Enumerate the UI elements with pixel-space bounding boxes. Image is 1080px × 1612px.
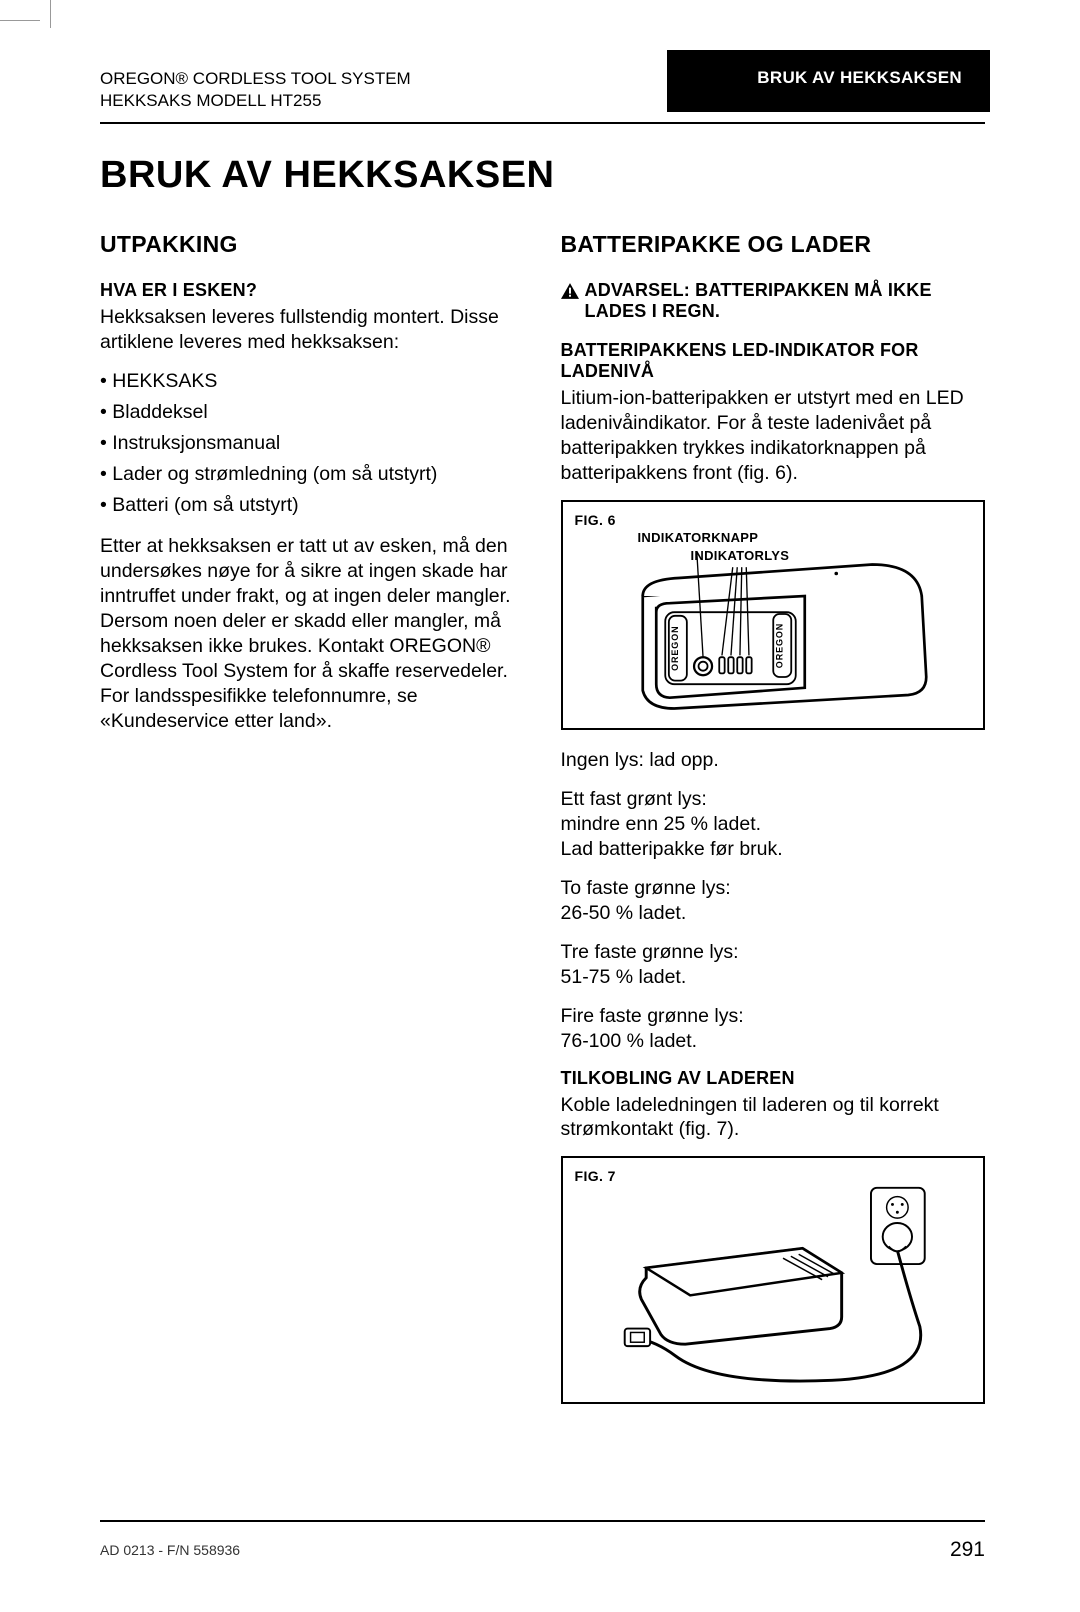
svg-text:OREGON: OREGON <box>669 625 679 670</box>
subheading-led-indicator: BATTERIPAKKENS LED-INDIKATOR FOR LADENIV… <box>561 340 986 382</box>
list-item: Batteri (om så utstyrt) <box>100 493 525 518</box>
battery-illustration: OREGON OREGON <box>573 542 974 722</box>
figure-6: FIG. 6 INDIKATORKNAPP INDIKATORLYS OREGO… <box>561 500 986 730</box>
bottom-rule <box>100 1520 985 1522</box>
status-item: Fire faste grønne lys: 76-100 % ladet. <box>561 1004 986 1054</box>
subheading-whats-in-box: HVA ER I ESKEN? <box>100 280 525 301</box>
charger-illustration <box>573 1180 974 1395</box>
status-item: Ett fast grønt lys: mindre enn 25 % lade… <box>561 787 986 862</box>
subheading-charger-connection: TILKOBLING AV LADEREN <box>561 1068 986 1089</box>
warning-icon <box>561 283 579 299</box>
section-heading-battery: BATTERIPAKKE OG LADER <box>561 231 986 258</box>
led-body-text: Litium-ion-batteripakken er utstyrt med … <box>561 386 986 486</box>
status-item: Tre faste grønne lys: 51-75 % ladet. <box>561 940 986 990</box>
charger-body-text: Koble ladeledningen til laderen og til k… <box>561 1093 986 1143</box>
column-left: UTPAKKING HVA ER I ESKEN? Hekksaksen lev… <box>100 231 525 1422</box>
top-rule <box>100 122 985 124</box>
header-product-line: OREGON® CORDLESS TOOL SYSTEM <box>100 68 667 90</box>
section-tab: BRUK AV HEKKSAKSEN <box>667 50 990 112</box>
footer-doc-id: AD 0213 - F/N 558936 <box>100 1542 240 1558</box>
box-contents-list: HEKKSAKS Bladdeksel Instruksjonsmanual L… <box>100 369 525 518</box>
list-item: Bladdeksel <box>100 400 525 425</box>
header-model-line: HEKKSAKS MODELL HT255 <box>100 90 667 112</box>
page-header: OREGON® CORDLESS TOOL SYSTEM HEKKSAKS MO… <box>100 60 985 112</box>
list-item: Lader og strømledning (om så utstyrt) <box>100 462 525 487</box>
warning-row: ADVARSEL: BATTERIPAKKEN MÅ IKKE LADES I … <box>561 280 986 322</box>
svg-text:OREGON: OREGON <box>774 623 784 668</box>
list-item: Instruksjonsmanual <box>100 431 525 456</box>
page-number: 291 <box>950 1538 985 1562</box>
figure-label: FIG. 6 <box>575 512 972 528</box>
intro-text: Hekksaksen leveres fullstendig montert. … <box>100 305 525 355</box>
page-title: BRUK AV HEKKSAKSEN <box>100 154 985 197</box>
column-right: BATTERIPAKKE OG LADER ADVARSEL: BATTERIP… <box>561 231 986 1422</box>
status-item: To faste grønne lys: 26-50 % ladet. <box>561 876 986 926</box>
list-item: HEKKSAKS <box>100 369 525 394</box>
charge-status-list: Ingen lys: lad opp. Ett fast grønt lys: … <box>561 748 986 1054</box>
status-item: Ingen lys: lad opp. <box>561 748 986 773</box>
figure-7: FIG. 7 <box>561 1156 986 1404</box>
section-heading-unpacking: UTPAKKING <box>100 231 525 258</box>
warning-text: ADVARSEL: BATTERIPAKKEN MÅ IKKE LADES I … <box>585 280 986 322</box>
inspection-text: Etter at hekksaksen er tatt ut av esken,… <box>100 534 525 734</box>
